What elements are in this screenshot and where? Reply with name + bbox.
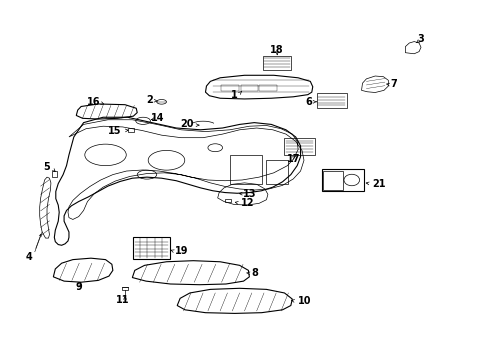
Text: 18: 18 (270, 45, 284, 55)
Text: 15: 15 (107, 126, 121, 135)
Text: 17: 17 (286, 154, 300, 164)
Bar (323, 171, 342, 190)
Text: 13: 13 (242, 189, 256, 199)
Text: 8: 8 (251, 268, 258, 278)
Bar (316, 93, 346, 108)
Text: 16: 16 (86, 97, 100, 107)
Bar (221, 85, 238, 91)
Bar (122, 287, 128, 291)
Text: 3: 3 (417, 35, 424, 44)
Bar (52, 171, 57, 177)
Text: 2: 2 (146, 95, 152, 105)
Text: 7: 7 (390, 79, 397, 89)
Bar (321, 169, 364, 192)
Text: 1: 1 (231, 90, 238, 100)
Bar (224, 199, 230, 202)
Text: 20: 20 (180, 120, 193, 129)
Bar (263, 56, 291, 69)
Text: 6: 6 (305, 97, 311, 107)
Bar (128, 128, 134, 132)
Text: 9: 9 (75, 282, 82, 292)
Text: 11: 11 (116, 295, 129, 305)
Text: 12: 12 (240, 198, 254, 208)
Text: 21: 21 (371, 179, 385, 189)
Text: 10: 10 (298, 296, 311, 306)
Bar (259, 85, 276, 91)
Bar (229, 155, 261, 184)
Bar (266, 160, 288, 184)
Text: 4: 4 (25, 252, 32, 262)
Bar (133, 237, 169, 259)
Bar (284, 138, 314, 155)
Bar (240, 85, 258, 91)
Text: 19: 19 (175, 246, 188, 256)
Text: 5: 5 (43, 162, 50, 172)
Text: 14: 14 (151, 113, 164, 123)
